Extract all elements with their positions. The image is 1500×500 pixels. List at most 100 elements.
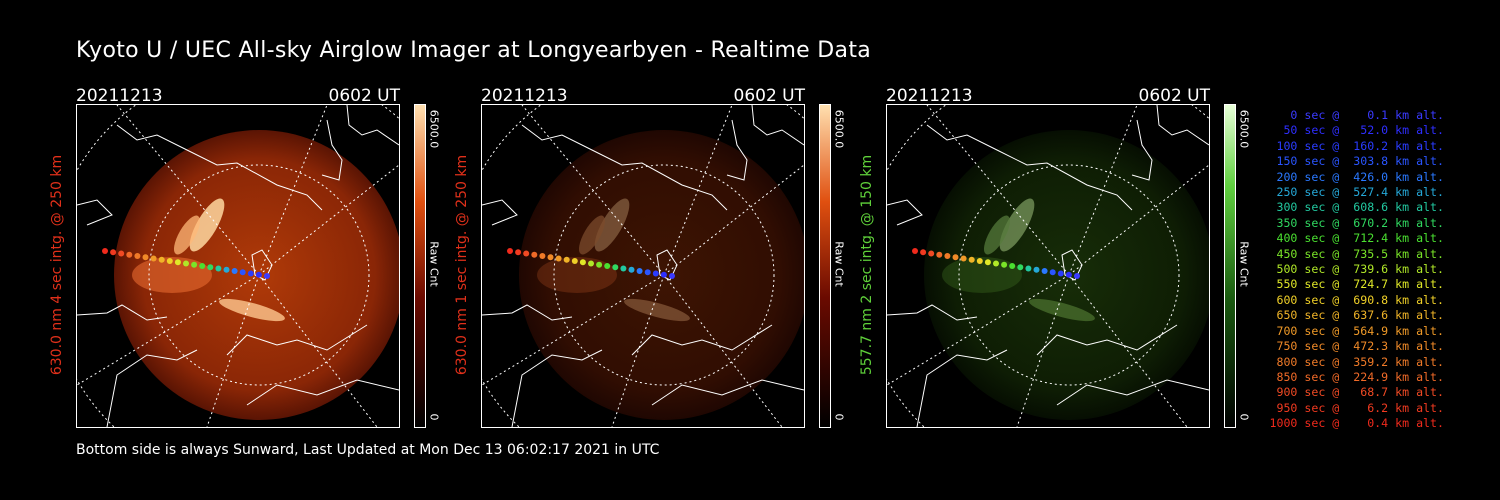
- trajectory-point: [644, 269, 651, 276]
- grid-lines: [887, 105, 1209, 427]
- trajectory-point: [547, 254, 554, 261]
- colorbar-max: 6500.0: [832, 109, 846, 149]
- trajectory-point: [215, 265, 222, 272]
- legend-entry: 650 sec @ 637.6 km alt.: [1269, 308, 1444, 323]
- legend-entry: 50 sec @ 52.0 km alt.: [1269, 123, 1444, 138]
- legend-entry: 0 sec @ 0.1 km alt.: [1269, 108, 1444, 122]
- trajectory-point: [531, 251, 538, 258]
- colorbar-label: Raw Cnt: [427, 241, 441, 287]
- trajectory-point: [1017, 264, 1024, 271]
- imager-panel-2: 20211213 0602 UT 630.0 nm 1 sec intg. @ …: [454, 86, 881, 431]
- legend-entry: 550 sec @ 724.7 km alt.: [1269, 277, 1444, 292]
- trajectory-point: [126, 251, 133, 258]
- trajectory: [912, 248, 1080, 279]
- trajectory-point: [571, 258, 578, 264]
- trajectory-point: [596, 261, 603, 268]
- trajectory-point: [199, 263, 206, 269]
- allsky-image: [76, 104, 400, 428]
- legend-entry: 100 sec @ 160.2 km alt.: [1269, 138, 1444, 153]
- trajectory-point: [1065, 271, 1072, 278]
- trajectory-point: [952, 254, 959, 261]
- legend-entry: 200 sec @ 426.0 km alt.: [1269, 169, 1444, 184]
- trajectory-point: [239, 269, 246, 276]
- trajectory-point: [579, 259, 586, 266]
- page-title: Kyoto U / UEC All-sky Airglow Imager at …: [76, 38, 872, 63]
- colorbar-min: 0: [1237, 413, 1251, 421]
- trajectory-point: [1025, 265, 1032, 272]
- trajectory-point: [968, 256, 975, 263]
- trajectory-point: [628, 266, 635, 273]
- trajectory-point: [555, 255, 562, 262]
- legend-entry: 1000 sec @ 0.4 km alt.: [1269, 416, 1444, 431]
- trajectory-point: [636, 268, 643, 274]
- legend-entry: 700 sec @ 564.9 km alt.: [1269, 323, 1444, 338]
- trajectory-point: [523, 250, 530, 257]
- colorbar: [414, 104, 426, 428]
- colorbar-min: 0: [832, 413, 846, 421]
- trajectory-point: [207, 264, 214, 271]
- trajectory-point: [620, 265, 627, 272]
- trajectory-point: [944, 253, 951, 259]
- trajectory-point: [515, 249, 522, 256]
- allsky-image: [481, 104, 805, 428]
- trajectory-point: [1041, 268, 1048, 274]
- trajectory-point: [928, 250, 935, 257]
- trajectory-point: [166, 258, 173, 264]
- coastlines: [887, 105, 1209, 427]
- trajectory-point: [1001, 261, 1008, 268]
- panel-date: 20211213: [886, 86, 973, 106]
- trajectory-legend: 0 sec @ 0.1 km alt. 50 sec @ 52.0 km alt…: [1262, 108, 1444, 432]
- colorbar-label: Raw Cnt: [1237, 241, 1251, 287]
- legend-entry: 900 sec @ 68.7 km alt.: [1269, 385, 1444, 400]
- trajectory-point: [912, 248, 918, 254]
- panel-date: 20211213: [76, 86, 163, 106]
- trajectory-point: [1033, 266, 1040, 273]
- trajectory-point: [588, 260, 594, 267]
- legend-entry: 350 sec @ 670.2 km alt.: [1269, 215, 1444, 230]
- legend-entry: 800 sec @ 359.2 km alt.: [1269, 354, 1444, 369]
- panel-ylabel: 630.0 nm 4 sec intg. @ 250 km: [49, 154, 65, 376]
- panel-date: 20211213: [481, 86, 568, 106]
- legend-entry: 850 sec @ 224.9 km alt.: [1269, 369, 1444, 384]
- trajectory: [102, 248, 270, 279]
- trajectory-point: [1009, 263, 1016, 269]
- trajectory-point: [223, 266, 230, 273]
- trajectory-point: [652, 270, 659, 277]
- legend-entry: 500 sec @ 739.6 km alt.: [1269, 262, 1444, 277]
- trajectory-point: [976, 258, 983, 264]
- trajectory-point: [660, 271, 667, 278]
- imager-panel-3: 20211213 0602 UT 557.7 nm 2 sec intg. @ …: [859, 86, 1286, 431]
- coastlines: [482, 105, 804, 427]
- coastlines: [77, 105, 399, 427]
- panel-ylabel: 557.7 nm 2 sec intg. @ 150 km: [859, 154, 875, 376]
- legend-entry: 450 sec @ 735.5 km alt.: [1269, 246, 1444, 261]
- imager-panel-1: 20211213 0602 UT 630.0 nm 4 sec intg. @ …: [49, 86, 476, 431]
- colorbar-label: Raw Cnt: [832, 241, 846, 287]
- trajectory-point: [102, 248, 108, 254]
- legend-entry: 400 sec @ 712.4 km alt.: [1269, 231, 1444, 246]
- trajectory-point: [539, 253, 546, 259]
- trajectory-point: [612, 264, 619, 271]
- trajectory-point: [150, 255, 157, 262]
- trajectory: [507, 248, 675, 279]
- trajectory-point: [183, 260, 189, 267]
- trajectory-point: [993, 260, 999, 267]
- legend-entry: 750 sec @ 472.3 km alt.: [1269, 339, 1444, 354]
- trajectory-point: [563, 256, 570, 263]
- trajectory-point: [134, 253, 141, 259]
- aurora-structures: [537, 198, 690, 322]
- trajectory-point: [231, 268, 238, 274]
- trajectory-point: [191, 261, 198, 268]
- trajectory-point: [174, 259, 181, 266]
- trajectory-point: [604, 263, 611, 269]
- trajectory-point: [110, 249, 117, 256]
- legend-entry: 600 sec @ 690.8 km alt.: [1269, 292, 1444, 307]
- colorbar-max: 6500.0: [427, 109, 441, 149]
- panel-time: 0602 UT: [733, 86, 806, 106]
- colorbar: [819, 104, 831, 428]
- trajectory-point: [984, 259, 991, 266]
- trajectory-point: [1049, 269, 1056, 276]
- colorbar: [1224, 104, 1236, 428]
- trajectory-point: [960, 255, 967, 262]
- trajectory-point: [507, 248, 513, 254]
